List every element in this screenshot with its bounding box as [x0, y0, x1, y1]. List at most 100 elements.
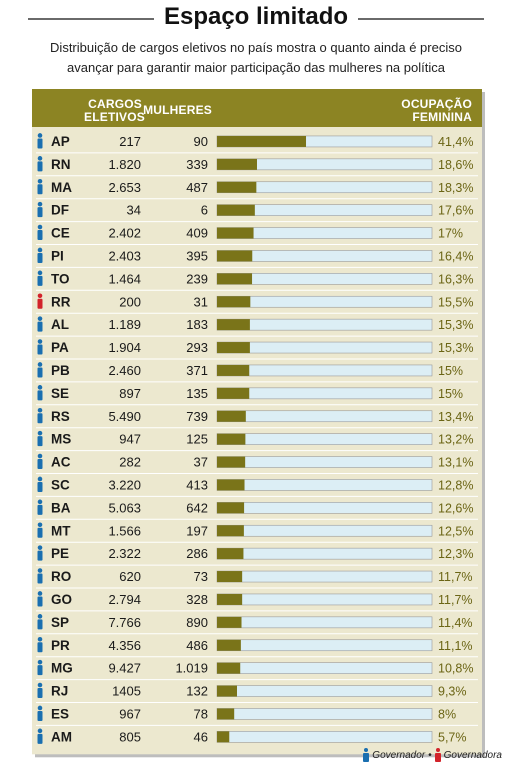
percent-label: 13,2% — [438, 433, 473, 447]
cargos-value: 1.566 — [108, 523, 141, 538]
mulheres-value: 339 — [186, 157, 208, 172]
governor-icon-body — [37, 733, 43, 744]
bar-track — [216, 662, 433, 674]
governor-icon-head — [37, 499, 43, 505]
state-code: PB — [51, 363, 70, 378]
governor-icon-body — [37, 413, 43, 424]
governor-icon-body — [37, 665, 43, 676]
mulheres-value: 78 — [194, 706, 208, 721]
state-code: MA — [51, 180, 72, 195]
cargos-value: 805 — [119, 729, 141, 744]
mulheres-value: 31 — [194, 294, 208, 309]
state-code: MG — [51, 661, 73, 676]
governor-icon-body — [37, 252, 43, 263]
governor-icon-body — [37, 688, 43, 699]
state-code: CE — [51, 226, 70, 241]
bar — [217, 708, 235, 720]
bar-track — [216, 410, 433, 423]
mulheres-value: 197 — [186, 523, 208, 538]
cargos-value: 620 — [119, 569, 141, 584]
cargos-value: 5.063 — [108, 500, 141, 515]
mulheres-value: 125 — [186, 432, 208, 447]
governor-icon-head — [37, 156, 43, 161]
header-cargos-line1: CARGOS — [88, 97, 142, 111]
mulheres-value: 395 — [186, 248, 208, 263]
bar — [217, 181, 257, 193]
cargos-value: 2.460 — [108, 363, 141, 378]
percent-label: 11,1% — [438, 639, 473, 653]
percent-label: 12,3% — [438, 547, 473, 561]
state-code: SE — [51, 386, 69, 401]
governor-icon-head — [37, 339, 43, 344]
governor-icon-head — [37, 614, 43, 619]
cargos-value: 7.766 — [108, 615, 141, 630]
governor-icon-body — [37, 184, 43, 195]
governor-icon-head — [37, 316, 43, 321]
mulheres-value: 46 — [194, 729, 208, 744]
governor-icon-head — [37, 224, 43, 230]
bar-track — [216, 593, 433, 606]
cargos-value: 897 — [119, 386, 141, 401]
mulheres-value: 132 — [186, 684, 208, 699]
bar-track — [216, 708, 433, 720]
percent-label: 10,8% — [438, 662, 473, 676]
title-rule — [28, 18, 484, 20]
percent-label: 18,6% — [438, 158, 473, 172]
percent-label: 17% — [438, 227, 463, 241]
mulheres-value: 239 — [186, 271, 208, 286]
cargos-value: 2.794 — [108, 592, 141, 607]
state-code: SC — [51, 477, 70, 492]
governor-icon-head — [37, 545, 43, 550]
percent-label: 15,5% — [438, 295, 473, 309]
governadora-icon — [434, 748, 441, 762]
bar-track — [216, 524, 433, 537]
legend-governadora: Governadora — [443, 749, 502, 761]
mulheres-value: 739 — [186, 409, 208, 424]
percent-label: 13,4% — [438, 410, 473, 424]
cargos-value: 2.322 — [108, 546, 141, 561]
mulheres-value: 90 — [194, 134, 208, 149]
percent-label: 15,3% — [438, 318, 473, 332]
cargos-value: 947 — [119, 432, 141, 447]
governor-icon-body — [37, 710, 43, 721]
percent-label: 12,6% — [438, 501, 473, 515]
mulheres-value: 73 — [194, 569, 208, 584]
state-code: PI — [51, 248, 64, 263]
percent-label: 11,4% — [438, 616, 473, 630]
governor-icon-body — [37, 459, 43, 470]
bar — [217, 456, 246, 468]
bar-track — [216, 456, 433, 468]
bar — [217, 364, 250, 376]
header-ocupacao-line1: OCUPAÇÃO — [401, 97, 472, 111]
bar — [217, 685, 237, 697]
percent-label: 15,3% — [438, 341, 473, 355]
bar-track — [216, 639, 433, 652]
bar-track — [216, 433, 433, 445]
header-cargos: CARGOS ELETIVOS — [84, 97, 145, 124]
governor-icon-head — [37, 682, 43, 688]
header-cargos-line2: ELETIVOS — [84, 110, 145, 124]
state-code: PE — [51, 546, 69, 561]
cargos-value: 200 — [119, 294, 141, 309]
governor-icon-body — [37, 550, 43, 561]
bar-track — [216, 479, 433, 491]
state-code: TO — [51, 271, 70, 286]
state-code: ES — [51, 706, 69, 721]
percent-label: 15% — [438, 387, 463, 401]
legend: Governador • Governadora — [363, 748, 502, 762]
bar — [217, 525, 244, 537]
state-code: MS — [51, 432, 71, 447]
percent-label: 18,3% — [438, 181, 473, 195]
governor-icon-head — [37, 362, 43, 367]
state-code: BA — [51, 500, 71, 515]
governor-icon-body — [37, 275, 43, 286]
governor-icon-body — [37, 207, 43, 218]
table-header — [32, 89, 482, 127]
percent-label: 15% — [438, 364, 463, 378]
mulheres-value: 37 — [194, 455, 208, 470]
bar-track — [216, 570, 433, 583]
mulheres-value: 413 — [186, 477, 208, 492]
header-mulheres-label: MULHERES — [143, 103, 212, 117]
